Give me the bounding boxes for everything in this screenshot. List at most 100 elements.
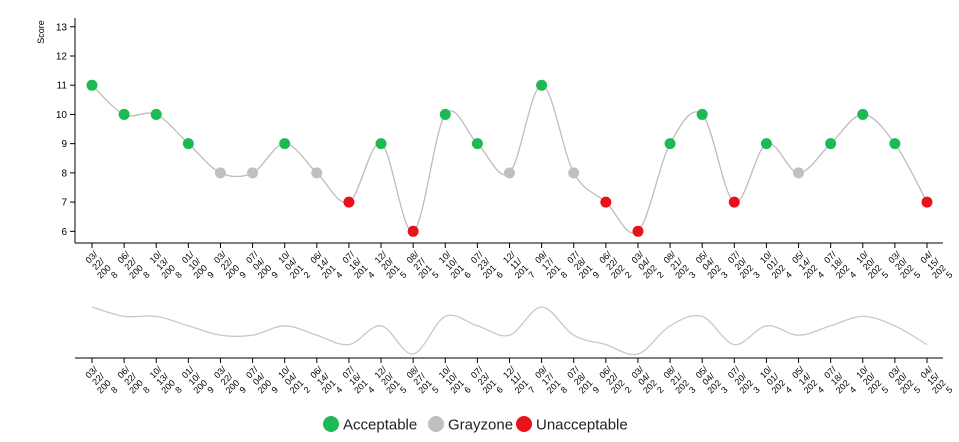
x-tick-label: 06/14/2014 bbox=[307, 249, 345, 287]
data-point-acceptable[interactable] bbox=[889, 138, 901, 150]
x-tick-label: 10/10/2016 bbox=[435, 249, 473, 287]
x-tick-label: 12/11/2017 bbox=[499, 249, 537, 287]
data-point-unacceptable[interactable] bbox=[407, 225, 419, 237]
navigator-x-tick-label: 06/22/2008 bbox=[114, 364, 152, 402]
y-tick-label: 13 bbox=[56, 22, 68, 33]
legend-label: Acceptable bbox=[343, 417, 417, 434]
data-point-acceptable[interactable] bbox=[279, 138, 291, 150]
navigator-x-tick-label: 10/10/2016 bbox=[435, 364, 473, 402]
navigator-x-tick-label: 04/15/2025 bbox=[917, 364, 955, 402]
navigator-x-tick-label: 01/10/2009 bbox=[178, 364, 216, 402]
data-point-unacceptable[interactable] bbox=[921, 196, 933, 208]
data-points bbox=[86, 79, 933, 237]
x-tick-label: 07/16/2014 bbox=[339, 249, 377, 287]
navigator-x-tick-label: 07/20/2023 bbox=[724, 364, 762, 402]
data-point-acceptable[interactable] bbox=[375, 138, 387, 150]
navigator-x-tick-label: 09/17/2018 bbox=[531, 364, 569, 402]
y-tick-label: 12 bbox=[56, 51, 68, 62]
x-tick-label: 07/20/2023 bbox=[724, 249, 762, 287]
legend-swatch bbox=[428, 416, 444, 432]
navigator-x-tick-label: 03/22/2008 bbox=[82, 364, 120, 402]
x-tick-label: 10/13/2008 bbox=[146, 249, 184, 287]
navigator-x-tick-label: 03/20/2025 bbox=[885, 364, 923, 402]
data-point-grayzone[interactable] bbox=[214, 167, 226, 179]
navigator-x-tick-label: 10/13/2008 bbox=[146, 364, 184, 402]
data-point-acceptable[interactable] bbox=[439, 108, 451, 120]
navigator-x-tick-label: 05/04/2023 bbox=[692, 364, 730, 402]
y-axis-label: Score bbox=[36, 20, 46, 44]
navigator-x-tick-label: 07/16/2014 bbox=[339, 364, 377, 402]
navigator-x-tick-label: 08/21/2023 bbox=[660, 364, 698, 402]
y-tick-label: 7 bbox=[61, 198, 67, 209]
data-point-unacceptable[interactable] bbox=[728, 196, 740, 208]
x-tick-label: 06/22/2022 bbox=[596, 249, 634, 287]
data-point-acceptable[interactable] bbox=[118, 108, 130, 120]
navigator-x-tick-label: 05/14/2024 bbox=[788, 364, 826, 402]
y-tick-label: 8 bbox=[61, 168, 67, 179]
navigator-x-tick-label: 12/11/2017 bbox=[499, 364, 537, 402]
legend-swatch bbox=[516, 416, 532, 432]
y-tick-label: 6 bbox=[61, 227, 67, 238]
data-point-acceptable[interactable] bbox=[857, 108, 869, 120]
data-point-acceptable[interactable] bbox=[664, 138, 676, 150]
navigator-x-tick-label: 07/04/2009 bbox=[242, 364, 280, 402]
x-tick-label: 12/20/2015 bbox=[371, 249, 409, 287]
data-point-acceptable[interactable] bbox=[86, 79, 98, 91]
navigator-x-tick-label: 12/20/2015 bbox=[371, 364, 409, 402]
legend: Acceptable Grayzone Unacceptable bbox=[323, 416, 628, 434]
y-tick-label: 11 bbox=[57, 81, 68, 92]
x-tick-label: 09/17/2018 bbox=[531, 249, 569, 287]
data-point-grayzone[interactable] bbox=[311, 167, 323, 179]
navigator-x-axis: 03/22/200806/22/200810/13/200801/10/2009… bbox=[75, 357, 955, 402]
y-tick-label: 9 bbox=[61, 139, 67, 150]
x-tick-label: 05/04/2023 bbox=[692, 249, 730, 287]
x-tick-label: 05/14/2024 bbox=[788, 249, 826, 287]
data-point-acceptable[interactable] bbox=[150, 108, 162, 120]
data-point-grayzone[interactable] bbox=[504, 167, 515, 179]
legend-item-grayzone[interactable]: Grayzone bbox=[428, 416, 513, 434]
x-tick-label: 07/18/2024 bbox=[820, 249, 858, 287]
x-tick-label: 06/22/2008 bbox=[114, 249, 152, 287]
data-point-grayzone[interactable] bbox=[568, 167, 580, 179]
data-point-grayzone[interactable] bbox=[247, 167, 259, 179]
x-tick-label: 01/10/2009 bbox=[178, 249, 216, 287]
navigator-x-tick-label: 10/01/2024 bbox=[756, 364, 794, 402]
navigator-x-tick-label: 06/14/2014 bbox=[307, 364, 345, 402]
data-point-acceptable[interactable] bbox=[471, 138, 483, 150]
legend-item-unacceptable[interactable]: Unacceptable bbox=[516, 416, 628, 434]
x-tick-label: 03/22/2008 bbox=[82, 249, 120, 287]
data-point-acceptable[interactable] bbox=[696, 108, 708, 120]
y-tick-label: 10 bbox=[56, 110, 68, 121]
x-tick-label: 08/27/2015 bbox=[403, 249, 441, 287]
data-point-acceptable[interactable] bbox=[182, 138, 194, 150]
data-point-unacceptable[interactable] bbox=[343, 196, 355, 208]
range-navigator[interactable]: 03/22/200806/22/200810/13/200801/10/2009… bbox=[75, 306, 955, 402]
x-axis: 03/22/200806/22/200810/13/200801/10/2009… bbox=[75, 242, 955, 287]
x-tick-label: 10/01/2024 bbox=[756, 249, 794, 287]
legend-item-acceptable[interactable]: Acceptable bbox=[323, 416, 417, 434]
navigator-x-tick-label: 08/27/2015 bbox=[403, 364, 441, 402]
x-tick-label: 10/04/2012 bbox=[274, 249, 312, 287]
data-point-unacceptable[interactable] bbox=[632, 225, 644, 237]
data-point-acceptable[interactable] bbox=[825, 138, 837, 150]
y-axis: 6 7 8 9 10 11 12 13 bbox=[56, 18, 76, 243]
score-trend-curve bbox=[91, 84, 928, 234]
data-point-acceptable[interactable] bbox=[760, 138, 772, 150]
data-point-grayzone[interactable] bbox=[793, 167, 805, 179]
data-point-unacceptable[interactable] bbox=[600, 196, 612, 208]
x-tick-label: 08/21/2023 bbox=[660, 249, 698, 287]
data-point-acceptable[interactable] bbox=[536, 79, 548, 91]
navigator-x-tick-label: 07/28/2019 bbox=[563, 364, 601, 402]
navigator-x-tick-label: 10/04/2012 bbox=[274, 364, 312, 402]
x-tick-label: 07/23/2016 bbox=[467, 249, 505, 287]
legend-label: Grayzone bbox=[448, 417, 513, 434]
x-tick-label: 10/20/2025 bbox=[852, 249, 890, 287]
x-tick-label: 03/04/2022 bbox=[628, 249, 666, 287]
navigator-x-tick-label: 03/04/2022 bbox=[628, 364, 666, 402]
legend-swatch bbox=[323, 416, 339, 432]
x-tick-label: 04/15/2025 bbox=[917, 249, 955, 287]
navigator-x-tick-label: 07/23/2016 bbox=[467, 364, 505, 402]
